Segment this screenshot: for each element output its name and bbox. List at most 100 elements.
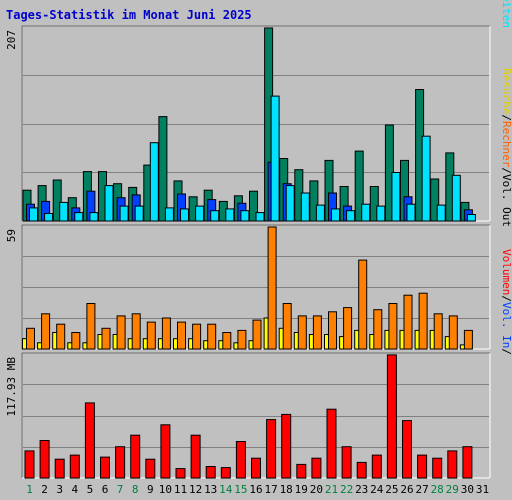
middle-bar-rechner-day-6 [101, 327, 111, 350]
bottom-bar-volumen-day-8 [130, 434, 141, 479]
middle-bar-rechner-day-30 [463, 329, 473, 350]
middle-legend-item: Besuche [500, 68, 512, 114]
bottom-bar-volumen-day-19 [296, 463, 307, 479]
x-tick-label-day-5: 5 [87, 483, 94, 496]
bottom-bar-volumen-day-12 [190, 434, 201, 479]
bottom-bar-volumen-day-26 [402, 420, 412, 479]
top-bar-seiten-day-18 [285, 185, 295, 222]
top-legend: Anfragen/Dateien/Seiten [500, 0, 512, 28]
top-bar-seiten-day-15 [240, 210, 250, 222]
bottom-bar-volumen-day-17 [266, 419, 277, 479]
bottom-bar-volumen-day-29 [447, 450, 458, 479]
middle-legend-item: Rechner [500, 121, 512, 168]
top-bar-anfragen-day-28 [430, 178, 440, 222]
x-tick-label-day-16: 16 [249, 483, 262, 496]
top-bar-anfragen-day-24 [369, 186, 379, 222]
top-bar-seiten-day-11 [180, 208, 189, 222]
bottom-bar-volumen-day-10 [160, 424, 171, 479]
bottom-bar-volumen-day-24 [371, 454, 382, 479]
top-bar-seiten-day-23 [361, 203, 371, 222]
x-tick-label-day-19: 19 [295, 483, 308, 496]
x-tick-label-day-13: 13 [204, 483, 217, 496]
x-tick-label-day-18: 18 [280, 483, 293, 496]
middle-bar-rechner-day-18 [282, 303, 292, 350]
x-tick-label-day-10: 10 [159, 483, 172, 496]
bottom-bar-volumen-day-22 [341, 446, 352, 479]
top-bar-seiten-day-13 [210, 210, 220, 222]
x-tick-label-day-28: 28 [431, 483, 444, 496]
bottom-bar-volumen-day-13 [205, 466, 216, 479]
x-tick-label-day-14: 14 [219, 483, 233, 496]
chart-title: Tages-Statistik im Monat Juni 2025 [6, 8, 252, 22]
middle-bar-rechner-day-23 [358, 259, 368, 350]
bottom-bar-volumen-day-25 [386, 354, 397, 479]
bottom-legend: Volumen/Vol. In/ [500, 249, 512, 355]
x-tick-label-day-25: 25 [385, 483, 398, 496]
top-bar-seiten-day-28 [436, 204, 446, 222]
middle-legend-item: / [500, 167, 512, 174]
x-tick-label-day-20: 20 [310, 483, 323, 496]
bottom-bar-volumen-day-7 [115, 446, 126, 479]
bottom-bar-volumen-day-11 [175, 468, 186, 479]
bottom-bar-volumen-day-20 [311, 457, 322, 479]
middle-bar-rechner-day-5 [86, 303, 96, 350]
bottom-legend-item: / [500, 295, 512, 302]
bottom-bar-volumen-day-16 [251, 457, 261, 479]
middle-bar-rechner-day-17 [267, 226, 277, 350]
bottom-bar-volumen-day-14 [220, 467, 231, 479]
x-tick-label-day-6: 6 [102, 483, 109, 496]
x-tick-label-day-23: 23 [355, 483, 368, 496]
middle-bar-rechner-day-8 [131, 313, 141, 350]
top-bar-seiten-day-4 [74, 212, 84, 222]
top-bar-seiten-day-12 [195, 205, 205, 222]
bottom-bar-volumen-day-28 [432, 457, 443, 479]
bottom-bar-volumen-day-1 [24, 450, 35, 479]
top-bar-seiten-day-20 [315, 204, 325, 222]
bottom-ymax-label: 117.93 MB [5, 357, 18, 417]
top-bar-seiten-day-8 [134, 205, 144, 222]
top-bar-seiten-day-16 [255, 212, 265, 222]
top-bar-seiten-day-6 [104, 185, 114, 222]
top-bar-seiten-day-27 [421, 135, 431, 222]
middle-bar-rechner-day-14 [222, 332, 232, 350]
bottom-bar-volumen-day-21 [326, 408, 337, 479]
top-bar-seiten-day-21 [331, 208, 340, 222]
top-bar-seiten-day-26 [406, 203, 416, 222]
top-bar-seiten-day-22 [346, 210, 356, 222]
x-tick-label-day-24: 24 [370, 483, 384, 496]
bottom-legend-item: / [500, 348, 512, 355]
top-bar-seiten-day-19 [300, 192, 310, 222]
middle-bar-rechner-day-7 [116, 315, 126, 350]
middle-bar-rechner-day-29 [448, 315, 458, 350]
top-bar-anfragen-day-20 [309, 180, 319, 222]
bottom-bar-volumen-day-2 [39, 440, 50, 479]
x-tick-label-day-7: 7 [117, 483, 124, 496]
top-bar-seiten-day-5 [89, 212, 99, 222]
top-bar-seiten-day-29 [451, 174, 461, 222]
middle-legend-item: / [500, 114, 512, 121]
middle-bar-rechner-day-19 [297, 315, 307, 350]
middle-bar-rechner-day-4 [71, 332, 81, 350]
bottom-bar-volumen-day-3 [54, 458, 65, 479]
middle-bar-rechner-day-11 [177, 321, 186, 350]
bottom-bar-volumen-day-4 [69, 454, 80, 479]
middle-bar-rechner-day-28 [433, 313, 443, 350]
bottom-bar-volumen-day-18 [281, 413, 292, 479]
top-bar-anfragen-day-23 [354, 150, 364, 222]
x-tick-label-day-31: 31 [476, 483, 489, 496]
top-bar-seiten-day-7 [119, 205, 129, 222]
bottom-bar-volumen-day-15 [235, 441, 246, 479]
bottom-bar-volumen-day-27 [417, 454, 428, 479]
top-bar-seiten-day-25 [391, 172, 401, 222]
top-bar-seiten-day-30 [466, 214, 476, 222]
x-tick-label-day-2: 2 [41, 483, 48, 496]
top-bar-anfragen-day-16 [249, 190, 258, 222]
middle-bar-rechner-day-9 [146, 321, 156, 350]
middle-bar-rechner-day-16 [252, 319, 262, 350]
middle-bar-rechner-day-15 [237, 329, 247, 350]
top-bar-anfragen-day-10 [158, 116, 168, 222]
bottom-legend-item: Vol. In [500, 302, 512, 348]
middle-bar-rechner-day-25 [388, 303, 398, 350]
bottom-bar-volumen-day-30 [462, 446, 473, 479]
